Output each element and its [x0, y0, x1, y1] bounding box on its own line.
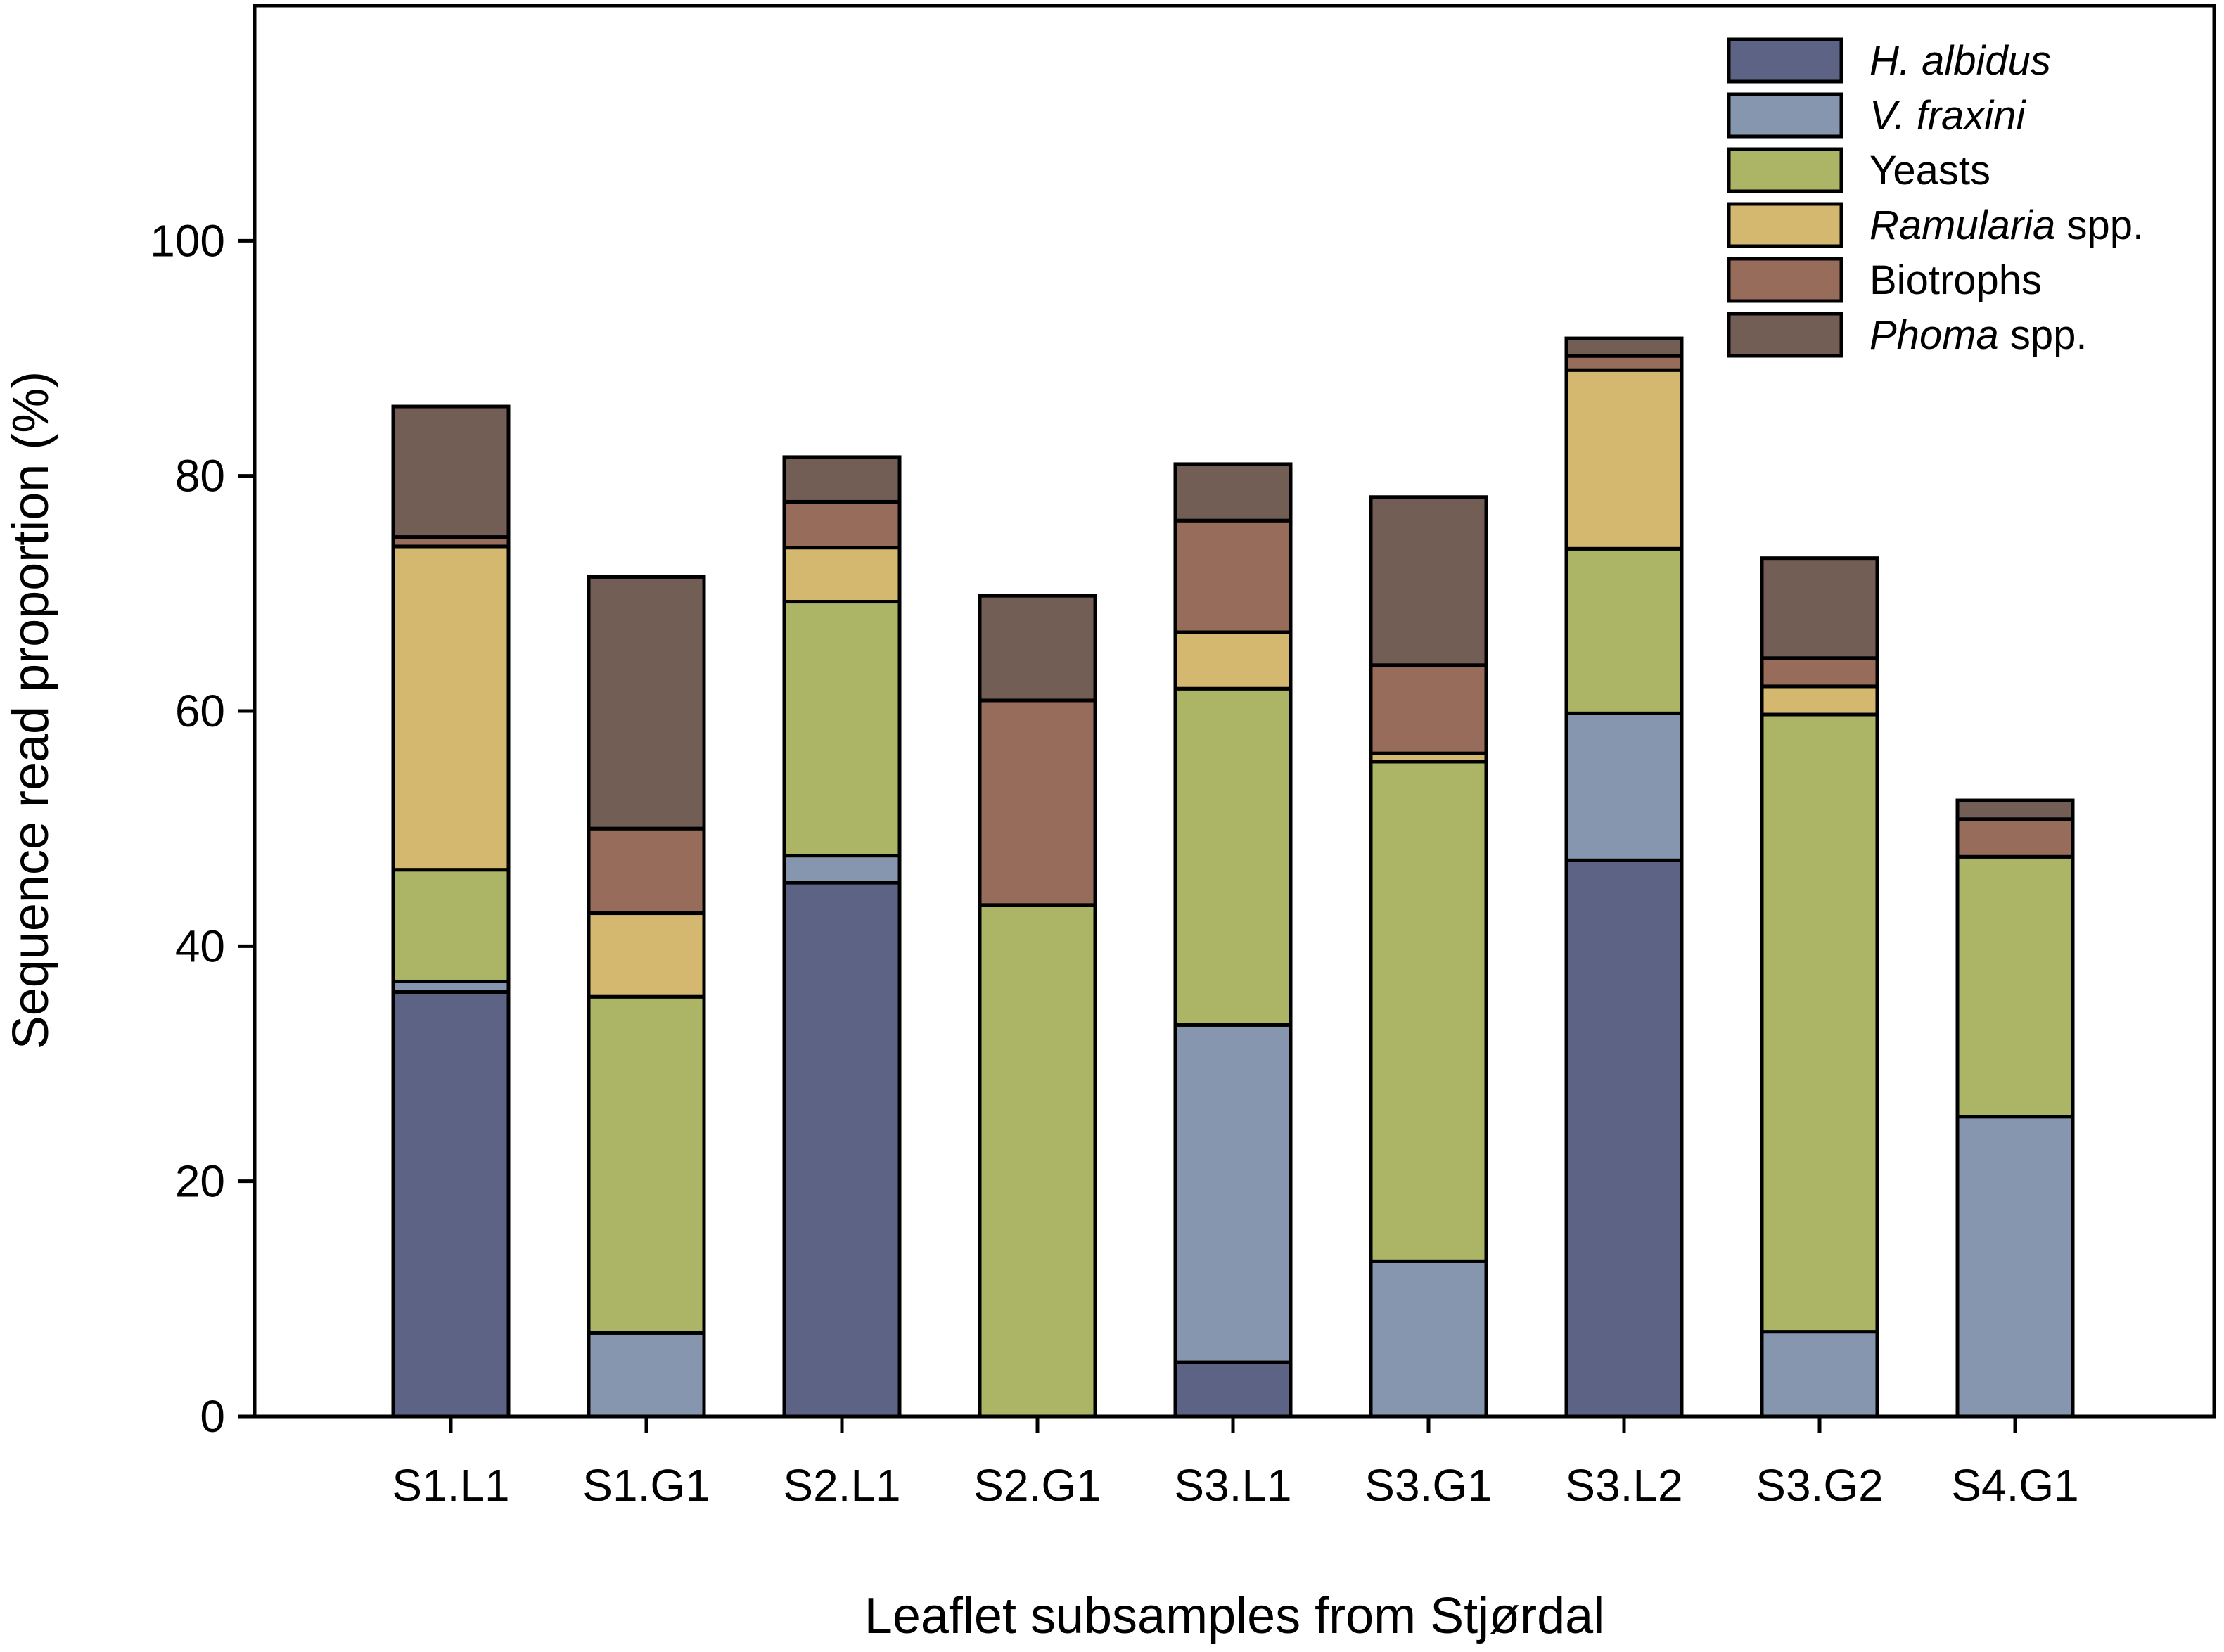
x-tick-label: S2.G1 — [973, 1460, 1101, 1511]
bar-segment-S2.L1-ramularia-spp- — [782, 546, 902, 604]
bar-segment-S2.G1-yeasts — [978, 903, 1097, 1419]
bar-segment-S3.L2-v-fraxini — [1564, 711, 1684, 862]
x-tick-label: S3.L1 — [1174, 1460, 1291, 1511]
bar-segment-S3.L1-biotrophs — [1173, 518, 1293, 634]
bar-segment-S2.L1-v-fraxini — [782, 854, 902, 885]
bar-segment-S3.L2-biotrophs — [1564, 354, 1684, 372]
x-axis: S1.L1 S1.G1 S2.L1 S2.G1 S3.L1 S3.G1 S3.L2 S3.G2… — [392, 1416, 2079, 1511]
x-tick-label: S4.G1 — [1951, 1460, 2078, 1511]
bar-segment-S3.G1-yeasts — [1369, 760, 1488, 1263]
bar-segment-S2.L1-yeasts — [782, 600, 902, 858]
bar-segment-S1.G1-v-fraxini — [587, 1331, 706, 1419]
legend-label: Phoma spp. — [1870, 312, 2088, 358]
bar-segment-S2.L1-biotrophs — [782, 499, 902, 550]
y-tick-label: 60 — [175, 686, 225, 736]
x-tick-label: S3.G2 — [1756, 1460, 1883, 1511]
bar-segment-S2.G1-biotrophs — [978, 698, 1097, 907]
bar-segment-S3.L2-yeasts — [1564, 546, 1684, 715]
bar-segment-S2.L1-h-albidus — [782, 881, 902, 1419]
bar-segment-S2.G1-phoma-spp- — [978, 594, 1097, 703]
bar-segment-S1.G1-phoma-spp- — [587, 575, 706, 831]
y-tick-label: 20 — [175, 1156, 225, 1207]
bar-segment-S2.L1-phoma-spp- — [782, 455, 902, 504]
bar-segment-S3.L2-ramularia-spp- — [1564, 368, 1684, 551]
bar-segment-S1.L1-yeasts — [391, 868, 511, 983]
legend: H. albidus V. fraxini Yeasts Ramularia spp.… — [1727, 37, 2144, 358]
y-axis: 0 20 40 60 80 100 — [150, 215, 255, 1442]
bar-segment-S3.G2-ramularia-spp- — [1760, 684, 1879, 717]
legend-label: Biotrophs — [1870, 257, 2042, 303]
bar-segment-S3.L1-v-fraxini — [1173, 1023, 1293, 1364]
bar-segment-S3.G2-v-fraxini — [1760, 1330, 1879, 1419]
bar-segment-S1.L1-phoma-spp- — [391, 404, 511, 539]
bar-segment-S1.G1-ramularia-spp- — [587, 911, 706, 999]
x-axis-title: Leaflet subsamples from Stjørdal — [864, 1588, 1604, 1644]
x-tick-label: S1.G1 — [582, 1460, 710, 1511]
bar-segment-S1.L1-h-albidus — [391, 990, 511, 1419]
bar-segment-S3.L2-h-albidus — [1564, 858, 1684, 1419]
x-tick-label: S3.G1 — [1365, 1460, 1492, 1511]
legend-swatch — [1727, 92, 1843, 139]
bar-segment-S1.L1-ramularia-spp- — [391, 544, 511, 872]
bar-segment-S1.G1-yeasts — [587, 994, 706, 1335]
y-tick-label: 80 — [175, 451, 225, 501]
bar-segment-S4.G1-biotrophs — [1955, 817, 2075, 859]
legend-label: H. albidus — [1870, 38, 2051, 84]
y-tick-label: 100 — [150, 215, 225, 266]
legend-swatch — [1727, 147, 1843, 193]
bar-segment-S4.G1-v-fraxini — [1955, 1115, 2075, 1419]
bar-segment-S3.L1-phoma-spp- — [1173, 462, 1293, 523]
legend-label: Ramularia spp. — [1870, 203, 2144, 248]
bar-segment-S3.L1-h-albidus — [1173, 1360, 1293, 1419]
bar-segment-S3.G2-yeasts — [1760, 712, 1879, 1334]
bar-segment-S3.L2-phoma-spp- — [1564, 336, 1684, 358]
legend-swatch — [1727, 202, 1843, 248]
bar-segment-S4.G1-phoma-spp- — [1955, 798, 2075, 821]
bar-segment-S3.G2-phoma-spp- — [1760, 556, 1879, 660]
bars-group — [391, 336, 2075, 1419]
x-tick-label: S3.L2 — [1565, 1460, 1682, 1511]
legend-swatch — [1727, 312, 1843, 358]
x-tick-label: S1.L1 — [392, 1460, 509, 1511]
y-axis-title: Sequence read proportion (%) — [3, 371, 59, 1050]
bar-segment-S3.L1-yeasts — [1173, 686, 1293, 1027]
legend-swatch — [1727, 37, 1843, 84]
bar-segment-S3.L1-ramularia-spp- — [1173, 630, 1293, 691]
bar-segment-S3.G2-biotrophs — [1760, 656, 1879, 689]
bar-segment-S4.G1-yeasts — [1955, 854, 2075, 1119]
bar-segment-S3.G1-phoma-spp- — [1369, 495, 1488, 667]
legend-swatch — [1727, 257, 1843, 303]
y-tick-label: 0 — [200, 1391, 225, 1442]
x-tick-label: S2.L1 — [783, 1460, 900, 1511]
legend-label: Yeasts — [1870, 148, 1990, 193]
bar-segment-S3.G1-biotrophs — [1369, 663, 1488, 755]
bar-segment-S3.G1-v-fraxini — [1369, 1259, 1488, 1419]
legend-label: V. fraxini — [1870, 93, 2026, 139]
bar-segment-S1.G1-biotrophs — [587, 826, 706, 916]
y-tick-label: 40 — [175, 921, 225, 971]
